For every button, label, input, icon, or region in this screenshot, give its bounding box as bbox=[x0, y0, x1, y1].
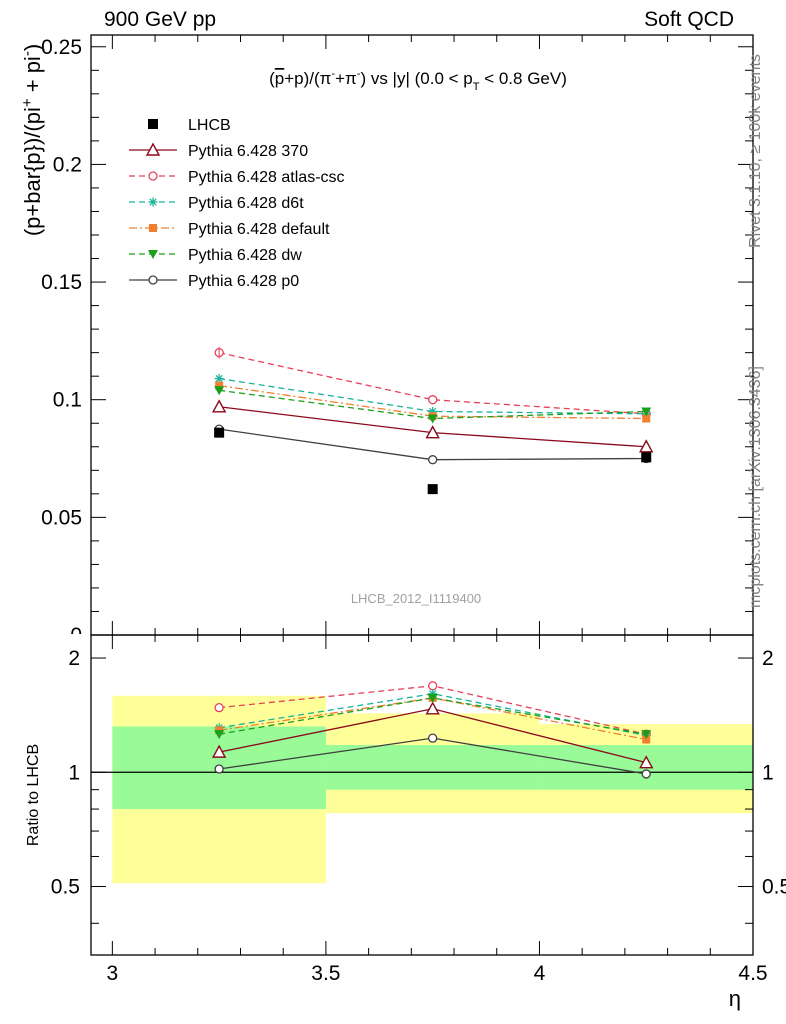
series-point bbox=[641, 407, 652, 417]
y-tick-label: 0.1 bbox=[53, 389, 82, 412]
legend-entry: LHCB bbox=[148, 117, 231, 134]
legend-marker bbox=[145, 142, 161, 156]
legend: LHCB Pythia 6.428 370 Pythia 6.428 atlas-c… bbox=[129, 117, 345, 290]
ratio-y-tick-label: 0.5 bbox=[51, 876, 80, 899]
data-point bbox=[427, 484, 438, 495]
legend-entry: Pythia 6.428 dw bbox=[129, 247, 302, 264]
plot-title: (p+p)/(π-+π-) vs |y| (0.0 < pT < 0.8 GeV… bbox=[269, 68, 567, 93]
x-tick-label: 3.5 bbox=[311, 962, 340, 985]
legend-marker bbox=[148, 250, 158, 259]
legend-entry: Pythia 6.428 p0 bbox=[129, 273, 299, 290]
legend-marker bbox=[148, 197, 158, 207]
x-axis-label: η bbox=[729, 986, 741, 1011]
series-point bbox=[428, 455, 438, 465]
series-point bbox=[215, 381, 224, 390]
ratio-series-line-4 bbox=[219, 697, 647, 735]
ratio-series-point bbox=[642, 735, 651, 744]
mcplots-label: mcplots.cern.ch [arXiv:1306.3436] bbox=[747, 366, 764, 608]
legend-label: Pythia 6.428 atlas-csc bbox=[188, 169, 345, 186]
legend-label: Pythia 6.428 370 bbox=[188, 143, 308, 160]
legend-label: Pythia 6.428 d6t bbox=[188, 195, 304, 212]
ratio-series-point bbox=[427, 693, 438, 703]
y-tick-label: 0 bbox=[70, 624, 82, 647]
ratio-y-tick-label: 1 bbox=[68, 761, 80, 784]
series-point bbox=[639, 439, 654, 453]
series-point bbox=[214, 374, 224, 384]
y-tick-label: 0.25 bbox=[41, 36, 82, 59]
legend-entry: Pythia 6.428 370 bbox=[129, 142, 308, 160]
header-left-label: 900 GeV pp bbox=[104, 8, 217, 31]
legend-label: Pythia 6.428 p0 bbox=[188, 273, 299, 290]
legend-entry: Pythia 6.428 d6t bbox=[129, 195, 304, 212]
legend-marker bbox=[148, 275, 158, 285]
header-right-label: Soft QCD bbox=[644, 8, 734, 31]
series-point bbox=[425, 425, 440, 439]
ratio-y-tick-label: 2 bbox=[68, 647, 80, 670]
data-point bbox=[641, 452, 652, 463]
series-line-1 bbox=[218, 352, 647, 415]
ratio-series-point bbox=[641, 730, 652, 740]
y-axis-label: (p+bar{p})/(pi+ + pi-) bbox=[19, 44, 45, 236]
series-point bbox=[211, 399, 227, 413]
legend-label: Pythia 6.428 default bbox=[188, 221, 330, 238]
stat-uncertainty-band-1 bbox=[325, 744, 540, 790]
legend-entry: Pythia 6.428 default bbox=[129, 221, 330, 238]
ratio-series-point bbox=[211, 744, 227, 758]
ratio-series-point bbox=[425, 701, 440, 715]
y-tick-label: 0.05 bbox=[41, 506, 82, 529]
x-tick-label: 3 bbox=[107, 962, 119, 985]
ratio-y-tick-label-right: 2 bbox=[762, 647, 774, 670]
legend-marker bbox=[148, 119, 158, 129]
ratio-y-tick-label-right: 1 bbox=[762, 761, 774, 784]
ratio-y-tick-label-right: 0.5 bbox=[762, 876, 786, 899]
ratio-series-point bbox=[639, 755, 654, 769]
ratio-plot-frame bbox=[90, 634, 754, 956]
rivet-version-label: Rivet 3.1.10, ≥ 100k events bbox=[747, 54, 764, 248]
legend-marker bbox=[148, 171, 158, 181]
series-point bbox=[214, 386, 225, 396]
ratio-series-point bbox=[214, 730, 225, 740]
series-point bbox=[428, 395, 438, 405]
ratio-series-point bbox=[641, 769, 651, 779]
ratio-series-point bbox=[428, 733, 438, 743]
y-tick-label: 0.2 bbox=[53, 153, 82, 176]
legend-entry: Pythia 6.428 atlas-csc bbox=[129, 169, 345, 186]
analysis-id-watermark: LHCB_2012_I1119400 bbox=[351, 591, 481, 606]
series-point bbox=[642, 414, 651, 423]
x-tick-label: 4.5 bbox=[738, 962, 767, 985]
legend-label: Pythia 6.428 dw bbox=[188, 247, 302, 264]
data-point bbox=[214, 427, 225, 438]
series-point bbox=[427, 414, 438, 424]
ratio-series-point bbox=[214, 703, 224, 713]
ratio-series-point bbox=[214, 764, 224, 774]
ratio-series-point bbox=[428, 681, 438, 691]
series-line-2 bbox=[219, 377, 647, 415]
legend-marker bbox=[149, 224, 157, 232]
legend-label: LHCB bbox=[188, 117, 231, 134]
y-tick-label: 0.15 bbox=[41, 271, 82, 294]
x-tick-label: 4 bbox=[534, 962, 546, 985]
ratio-y-axis-label: Ratio to LHCB bbox=[25, 744, 42, 846]
